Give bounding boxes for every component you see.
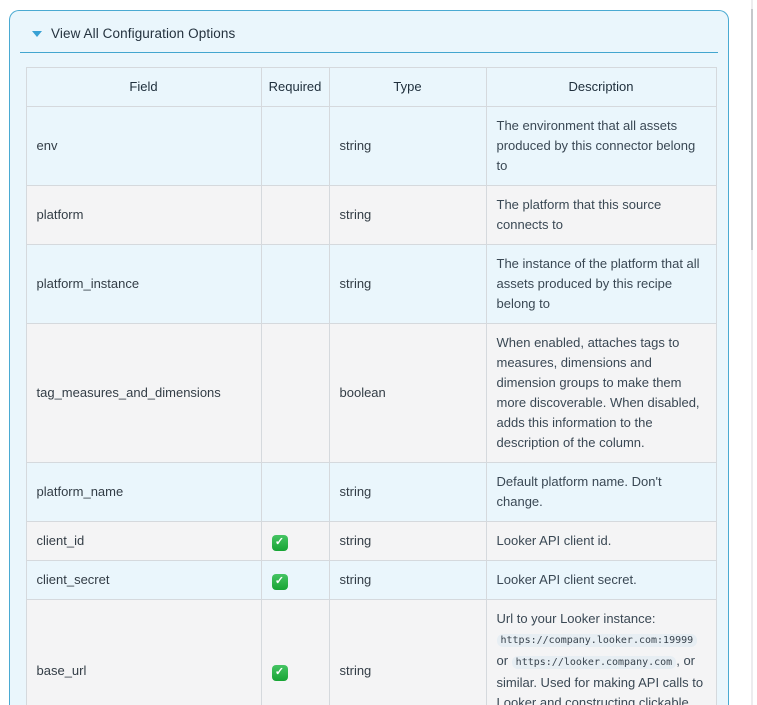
table-row: platform string The platform that this sou… — [25, 185, 717, 245]
required-cell — [260, 323, 330, 463]
description-cell: Default platform name. Don't change. — [485, 462, 717, 522]
column-header-required: Required — [260, 67, 330, 107]
description-cell: Looker API client secret. — [485, 560, 717, 600]
view-all-configuration-options-toggle[interactable]: View All Configuration Options — [10, 11, 728, 51]
type-cell: boolean — [328, 323, 487, 463]
checkmark-icon: ✓ — [271, 573, 288, 590]
field-cell: env — [25, 106, 262, 186]
field-cell: platform — [25, 185, 262, 245]
table-header-row: Field Required Type Description — [25, 67, 717, 107]
type-cell: string — [328, 560, 487, 600]
field-cell: base_url — [25, 599, 262, 705]
field-cell: client_id — [25, 521, 262, 561]
table-row: client_secret ✓ string Looker API client se… — [25, 560, 717, 600]
table-row: tag_measures_and_dimensions boolean When e… — [25, 323, 717, 463]
table-row: client_id ✓ string Looker API client id. — [25, 521, 717, 561]
type-cell: string — [328, 521, 487, 561]
field-cell: platform_instance — [25, 244, 262, 324]
panel-title: View All Configuration Options — [51, 26, 236, 41]
column-header-type: Type — [328, 67, 487, 107]
table-row: platform_name string Default platform name… — [25, 462, 717, 522]
description-cell: When enabled, attaches tags to measures,… — [485, 323, 717, 463]
required-cell — [260, 462, 330, 522]
required-cell: ✓ — [260, 599, 330, 705]
field-cell: tag_measures_and_dimensions — [25, 323, 262, 463]
column-header-description: Description — [485, 67, 717, 107]
checkmark-icon: ✓ — [271, 664, 288, 681]
checkmark-icon: ✓ — [271, 534, 288, 551]
required-cell — [260, 244, 330, 324]
config-options-panel: View All Configuration Options Field Req… — [9, 10, 729, 705]
type-cell: string — [328, 106, 487, 186]
description-cell: Looker API client id. — [485, 521, 717, 561]
type-cell: string — [328, 462, 487, 522]
table-row: env string The environment that all assets… — [25, 106, 717, 186]
type-cell: string — [328, 244, 487, 324]
page-scrollbar-track[interactable] — [751, 0, 753, 705]
panel-divider — [20, 52, 718, 53]
type-cell: string — [328, 599, 487, 705]
field-cell: platform_name — [25, 462, 262, 522]
description-cell: The environment that all assets produced… — [485, 106, 717, 186]
description-cell: Url to your Looker instance: https://com… — [485, 599, 717, 705]
table-row: base_url ✓ string Url to your Looker instan… — [25, 599, 717, 705]
column-header-field: Field — [25, 67, 262, 107]
description-cell: The instance of the platform that all as… — [485, 244, 717, 324]
required-cell: ✓ — [260, 560, 330, 600]
description-cell: The platform that this source connects t… — [485, 185, 717, 245]
configuration-options-table: Field Required Type Description env strin… — [25, 67, 717, 705]
required-cell: ✓ — [260, 521, 330, 561]
type-cell: string — [328, 185, 487, 245]
table-row: platform_instance string The instance of t… — [25, 244, 717, 324]
inline-code: https://looker.company.com — [511, 656, 677, 669]
required-cell — [260, 185, 330, 245]
field-cell: client_secret — [25, 560, 262, 600]
page-scrollbar-thumb[interactable] — [751, 9, 753, 250]
chevron-down-icon — [32, 31, 42, 37]
required-cell — [260, 106, 330, 186]
inline-code: https://company.looker.com:19999 — [496, 634, 698, 647]
